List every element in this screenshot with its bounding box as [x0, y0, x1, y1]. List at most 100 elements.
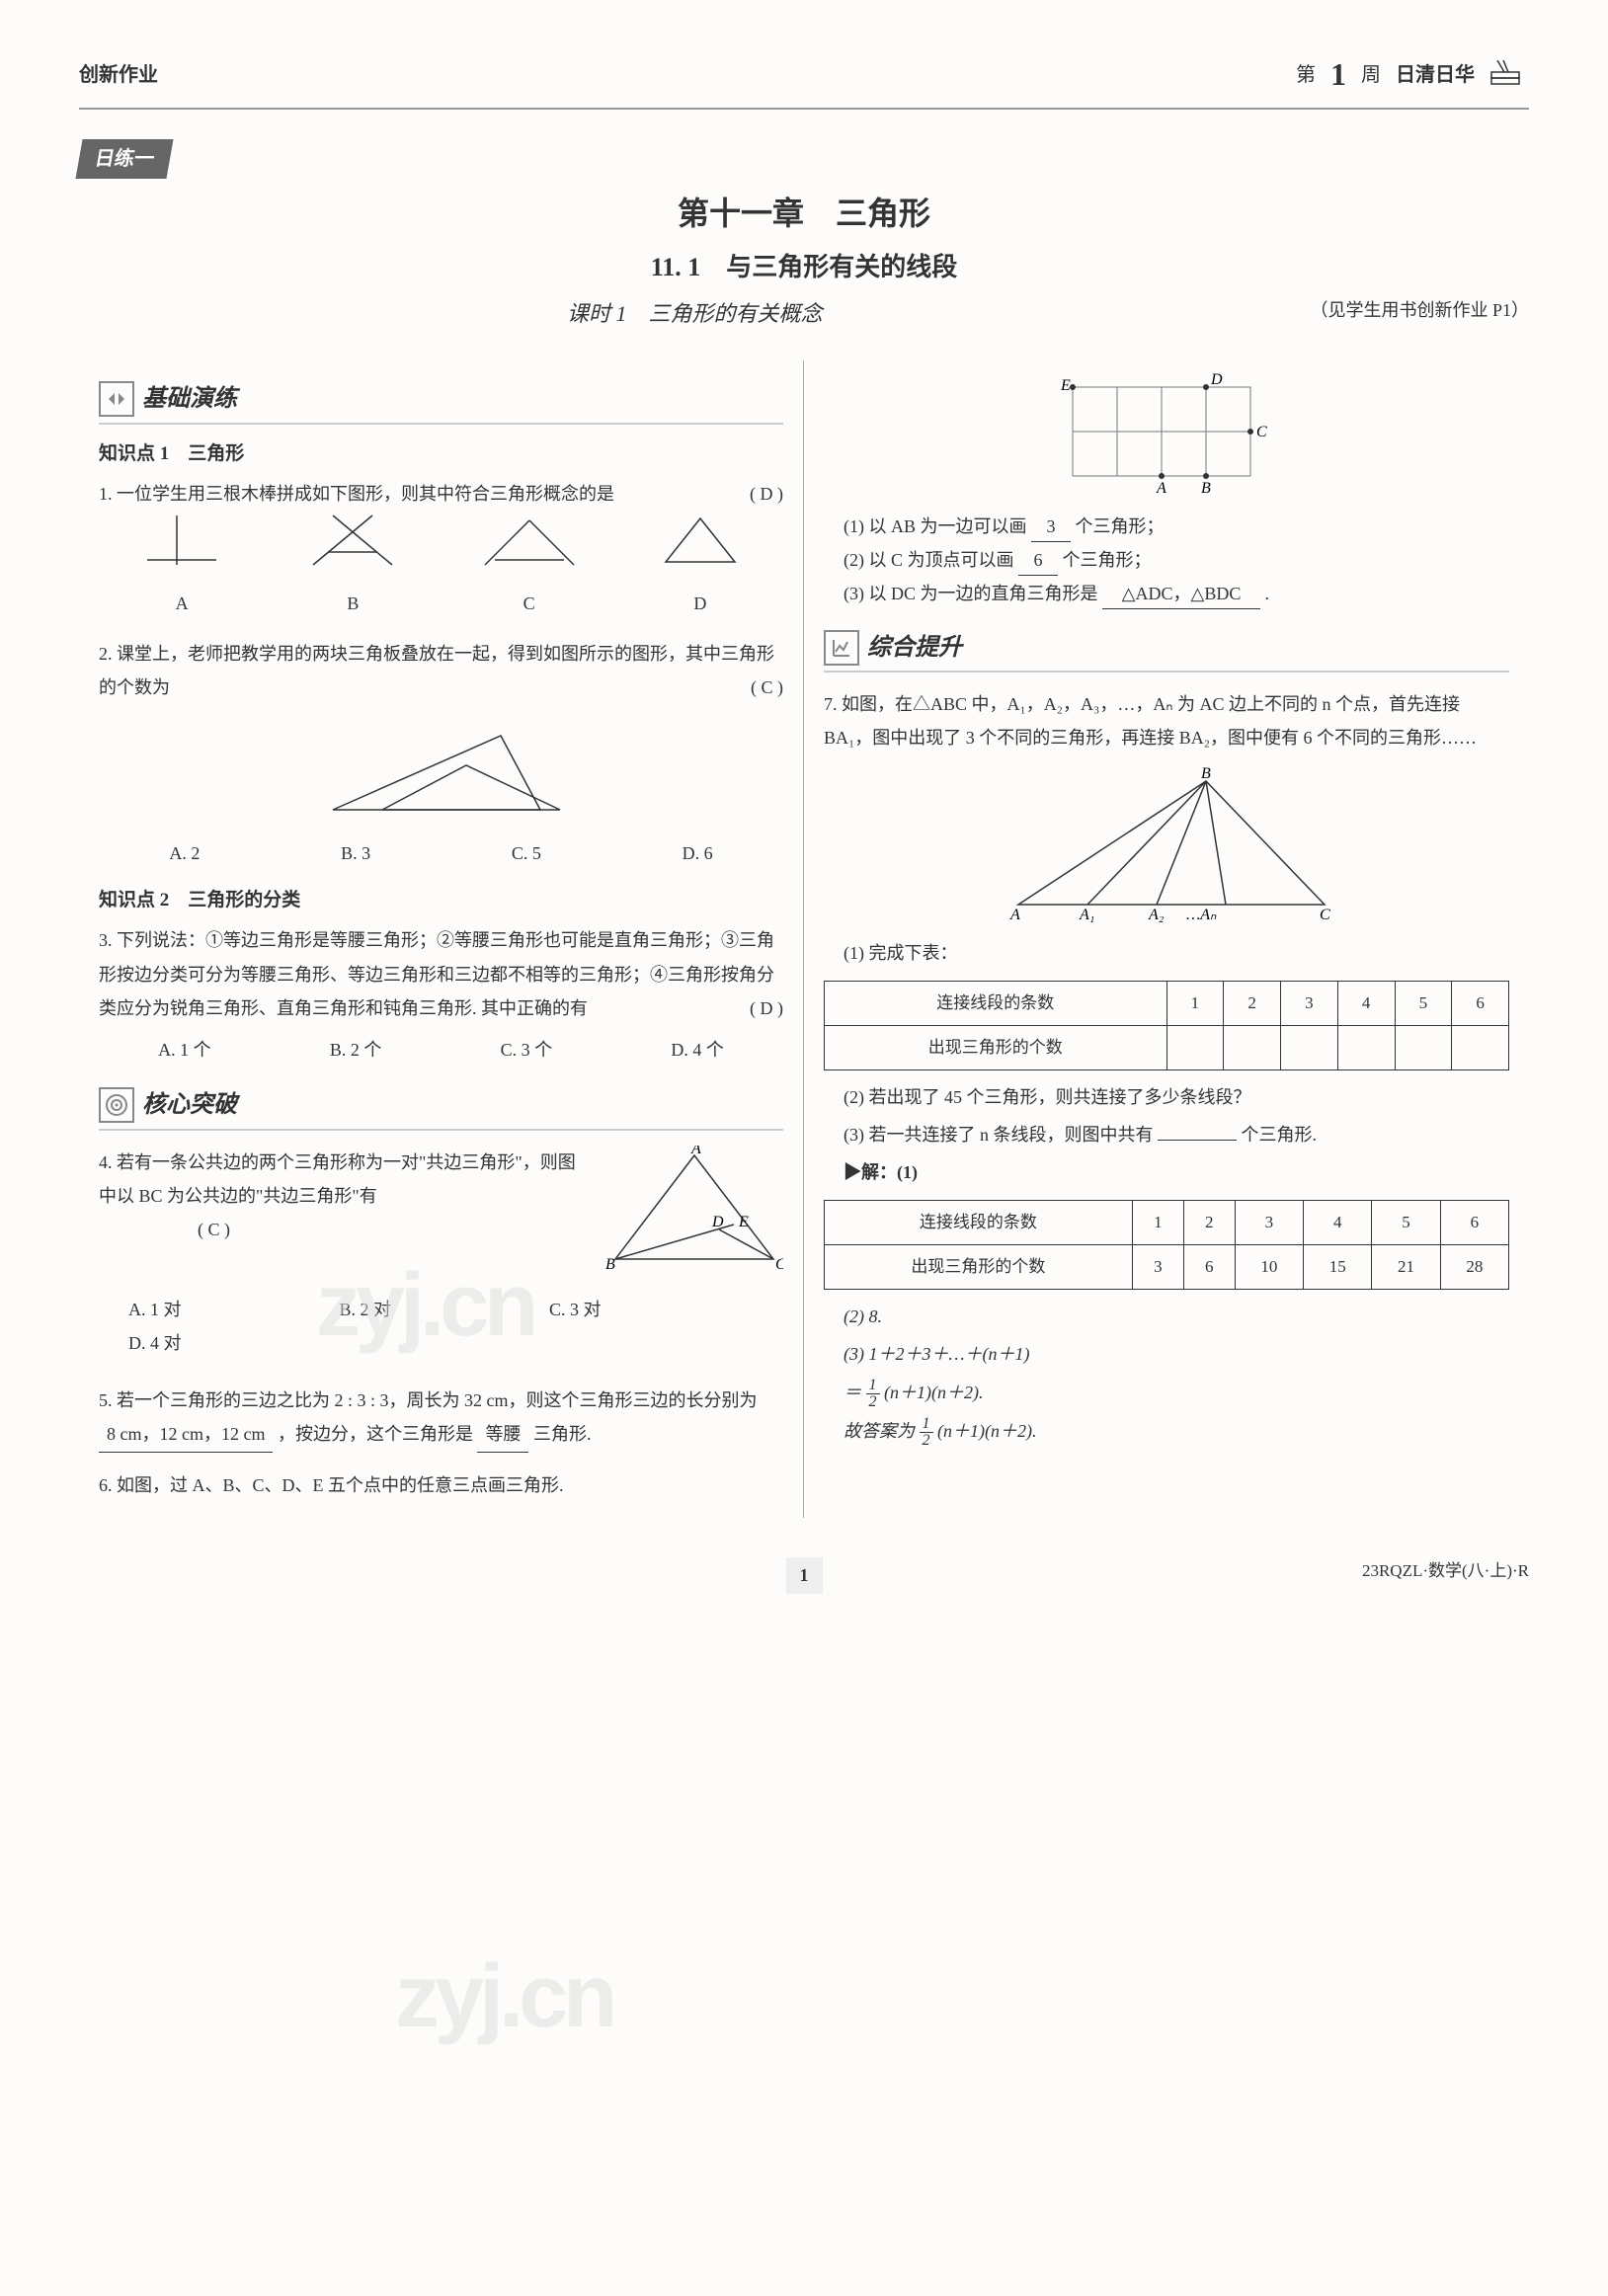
q7-label-c: C — [1320, 907, 1330, 923]
reference-note: （见学生用书创新作业 P1） — [1310, 296, 1529, 325]
q7-sol3-rest: (n＋1)(n＋2). — [884, 1383, 983, 1402]
problem-7: 7. 如图，在△ABC 中，A₁，A₂，A₃，…，Aₙ 为 AC 边上不同的 n… — [824, 687, 1509, 1449]
header-left-title: 创新作业 — [79, 59, 158, 91]
q7-text: 7. 如图，在△ABC 中，A₁，A₂，A₃，…，Aₙ 为 AC 边上不同的 n… — [824, 694, 1477, 748]
frac-num2: 1 — [920, 1416, 933, 1433]
t1-h1: 连接线段的条数 — [825, 981, 1167, 1025]
frac-den: 2 — [866, 1394, 880, 1410]
q5-blank-b: 等腰 — [477, 1417, 528, 1452]
t1-c1: 2 — [1224, 981, 1281, 1025]
problem-3: 3. 下列说法：①等边三角形是等腰三角形；②等腰三角形也可能是直角三角形；③三角… — [99, 923, 783, 1067]
knowledge-point-1: 知识点 1 三角形 — [99, 439, 783, 469]
q2-choice-d: D. 6 — [683, 836, 713, 870]
t2-v3: 15 — [1304, 1244, 1372, 1289]
arrows-icon — [99, 381, 134, 417]
problem-1: 1. 一位学生用三根木棒拼成如下图形，则其中符合三角形概念的是 ( D ) A — [99, 477, 783, 621]
svg-text:B: B — [605, 1256, 615, 1273]
t1-c0: 1 — [1166, 981, 1224, 1025]
q1-label-d: D — [656, 587, 745, 620]
chapter-title: 第十一章 三角形 — [79, 189, 1529, 239]
q4-choice-c: C. 3 对 — [549, 1293, 602, 1326]
section-basic-header: 基础演练 — [99, 380, 783, 424]
book-icon — [1489, 60, 1529, 90]
q2-choices: A. 2 B. 3 C. 5 D. 6 — [99, 836, 783, 870]
week-suffix: 周 — [1361, 59, 1381, 91]
problem-2: 2. 课堂上，老师把教学用的两块三角板叠放在一起，得到如图所示的图形，其中三角形… — [99, 637, 783, 871]
t2-c2: 3 — [1235, 1200, 1303, 1244]
grid-label-e: E — [1060, 377, 1071, 394]
q2-choice-a: A. 2 — [169, 836, 200, 870]
q7-sol3-eq: ＝ — [844, 1383, 861, 1402]
q6-sub1-b: 个三角形； — [1076, 516, 1165, 536]
q7-sub1: (1) 完成下表： — [824, 936, 1509, 970]
q1-answer: ( D ) — [750, 477, 783, 511]
t2-h1: 连接线段的条数 — [825, 1200, 1133, 1244]
q6-sub1-a: (1) 以 AB 为一边可以画 — [844, 516, 1027, 536]
q5-text-b: ，按边分，这个三角形是 — [278, 1424, 473, 1444]
q6-sub1-blank: 3 — [1031, 513, 1071, 542]
t1-c3: 4 — [1337, 981, 1395, 1025]
problem-4: A B C D E 4. 若有一条公共边的两个三角形称为一对"共边三角形"，则图… — [99, 1146, 783, 1369]
q7-sol2: (2) 8. — [824, 1300, 1509, 1333]
q4-text: 4. 若有一条公共边的两个三角形称为一对"共边三角形"，则图中以 BC 为公共边… — [99, 1152, 576, 1206]
q6-sub3: (3) 以 DC 为一边的直角三角形是 △ADC，△BDC . — [824, 580, 1509, 609]
q6-figure: E D C A B — [824, 372, 1509, 501]
right-column: E D C A B (1) 以 AB 为一边可以画 3 个三角形； (2) 以 … — [804, 360, 1529, 1518]
q5-text-a: 5. 若一个三角形的三边之比为 2 : 3 : 3，周长为 32 cm，则这个三… — [99, 1390, 758, 1410]
q7-sol3-ans-a: 故答案为 — [844, 1421, 915, 1441]
main-content: 基础演练 知识点 1 三角形 1. 一位学生用三根木棒拼成如下图形，则其中符合三… — [79, 360, 1529, 1518]
q6-sub3-b: . — [1265, 584, 1270, 603]
section-title: 11. 1 与三角形有关的线段 — [79, 247, 1529, 288]
q5-text-c: 三角形. — [533, 1424, 592, 1444]
q6-sub2-b: 个三角形； — [1063, 550, 1152, 570]
svg-text:D: D — [711, 1214, 724, 1230]
watermark-2: zyj.cn — [395, 1926, 612, 2068]
q3-choice-c: C. 3 个 — [501, 1033, 553, 1067]
section-core-header: 核心突破 — [99, 1086, 783, 1130]
week-prefix: 第 — [1296, 59, 1316, 91]
q4-choice-d: D. 4 对 — [128, 1326, 182, 1360]
t2-c3: 4 — [1304, 1200, 1372, 1244]
q7-sol3-frac2: 1 2 — [920, 1416, 933, 1449]
q7-table-2: 连接线段的条数 1 2 3 4 5 6 出现三角形的个数 3 6 10 15 2… — [824, 1200, 1509, 1291]
page-header: 创新作业 第 1 周 日清日华 — [79, 49, 1529, 110]
q6-sub1: (1) 以 AB 为一边可以画 3 个三角形； — [824, 513, 1509, 542]
q1-text: 1. 一位学生用三根木棒拼成如下图形，则其中符合三角形概念的是 — [99, 484, 614, 504]
t1-h2: 出现三角形的个数 — [825, 1025, 1167, 1069]
svg-text:C: C — [775, 1256, 783, 1273]
t2-h2: 出现三角形的个数 — [825, 1244, 1133, 1289]
page-number: 1 — [786, 1557, 823, 1594]
q6-sub2: (2) 以 C 为顶点可以画 6 个三角形； — [824, 546, 1509, 576]
q7-label-b: B — [1201, 766, 1211, 782]
q4-answer: ( C ) — [198, 1220, 230, 1239]
q7-figure: B A A₁ A₂ …Aₙ C — [824, 766, 1509, 924]
section-basic-title: 基础演练 — [142, 380, 237, 418]
q1-label-b: B — [303, 587, 402, 620]
q7-sol3-frac: 1 2 — [866, 1378, 880, 1410]
q7-sol3-line2: ＝ 1 2 (n＋1)(n＋2). — [824, 1376, 1509, 1410]
q7-sol3-line1: (3) 1＋2＋3＋…＋(n＋1) — [824, 1337, 1509, 1371]
t2-v2: 10 — [1235, 1244, 1303, 1289]
header-right-label: 日清日华 — [1396, 59, 1475, 91]
q3-text: 3. 下列说法：①等边三角形是等腰三角形；②等腰三角形也可能是直角三角形；③三角… — [99, 930, 774, 1017]
q4-choice-b: B. 2 对 — [340, 1293, 392, 1326]
knowledge-point-2: 知识点 2 三角形的分类 — [99, 886, 783, 915]
q1-label-a: A — [137, 587, 226, 620]
page-footer: 1 23RQZL·数学(八·上)·R — [79, 1557, 1529, 1594]
q4-choices: A. 1 对 B. 2 对 C. 3 对 D. 4 对 — [99, 1293, 783, 1360]
q7-label-a2: A₂ — [1148, 907, 1165, 923]
q6-text: 6. 如图，过 A、B、C、D、E 五个点中的任意三点画三角形. — [99, 1475, 564, 1495]
t2-c5: 6 — [1440, 1200, 1508, 1244]
t1-c4: 5 — [1395, 981, 1452, 1025]
grid-label-d: D — [1210, 372, 1223, 388]
section-comp-header: 综合提升 — [824, 629, 1509, 673]
q3-choices: A. 1 个 B. 2 个 C. 3 个 D. 4 个 — [99, 1033, 783, 1067]
t2-v1: 6 — [1183, 1244, 1235, 1289]
practice-tag: 日练一 — [75, 139, 173, 179]
t2-v4: 21 — [1372, 1244, 1440, 1289]
q7-label-a: A — [1009, 907, 1020, 923]
section-comp-title: 综合提升 — [867, 629, 962, 667]
t1-c2: 3 — [1281, 981, 1338, 1025]
q1-figures: A B C — [99, 511, 783, 620]
q7-sol3-ans: 故答案为 1 2 (n＋1)(n＋2). — [824, 1414, 1509, 1449]
